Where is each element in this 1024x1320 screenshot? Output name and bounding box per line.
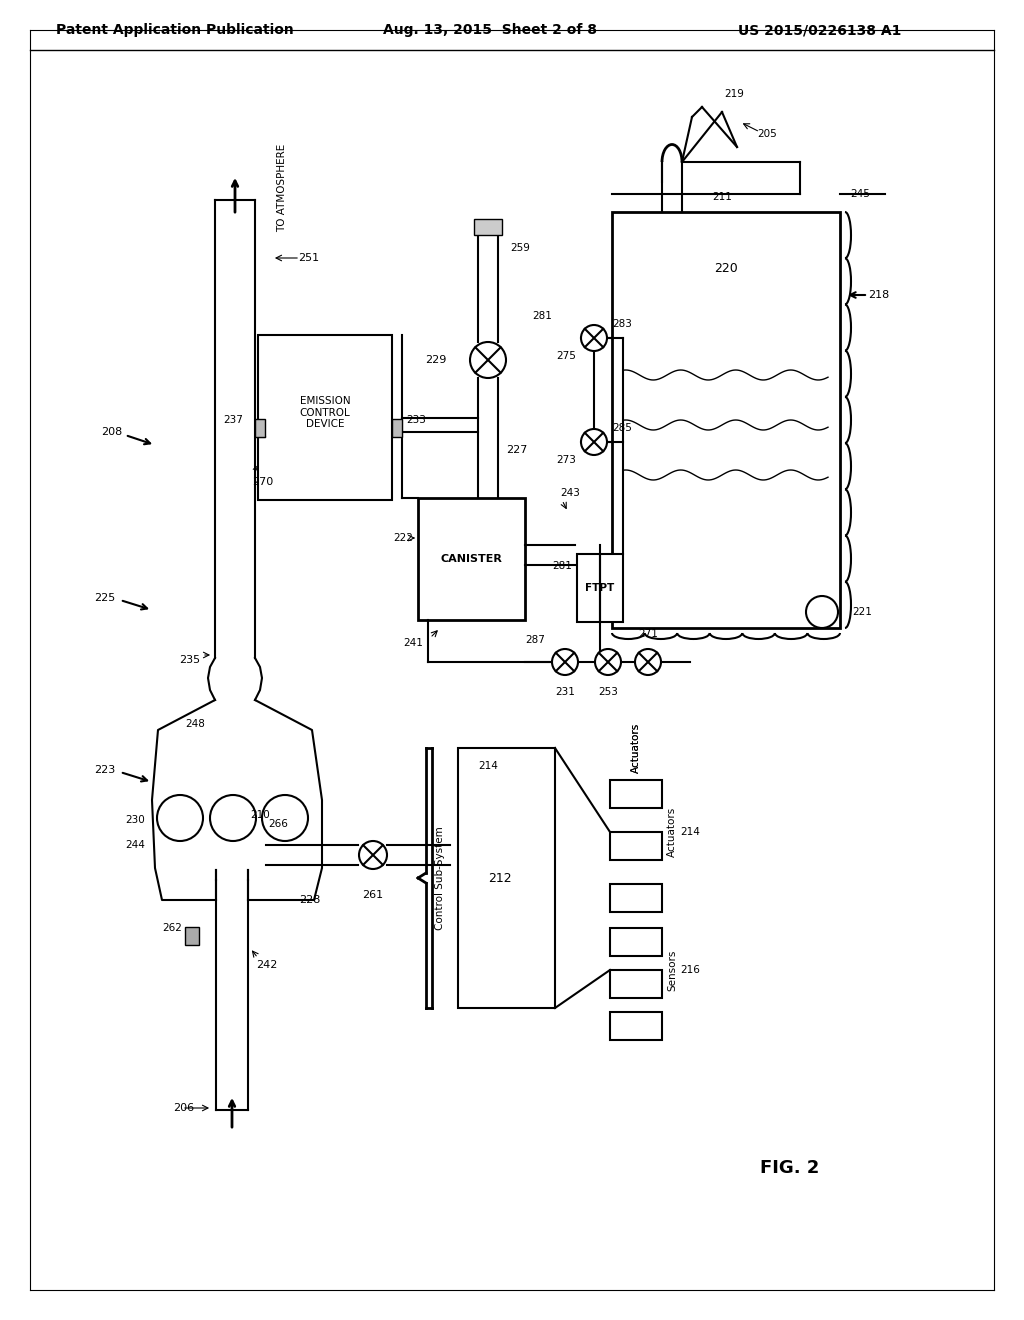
Text: 270: 270 — [252, 477, 273, 487]
Text: 242: 242 — [256, 960, 278, 970]
Text: 218: 218 — [868, 290, 889, 300]
Bar — [255, 418, 265, 437]
Text: US 2015/0226138 A1: US 2015/0226138 A1 — [738, 22, 902, 37]
Bar — [418, 498, 525, 620]
Text: Actuators: Actuators — [631, 723, 641, 774]
Text: 222: 222 — [393, 533, 413, 543]
Text: 244: 244 — [125, 840, 145, 850]
Bar — [610, 780, 662, 808]
Text: 261: 261 — [362, 890, 384, 900]
Text: 219: 219 — [724, 88, 743, 99]
Text: 228: 228 — [299, 895, 321, 906]
Bar — [610, 832, 662, 861]
Text: 216: 216 — [680, 965, 699, 975]
Circle shape — [581, 429, 607, 455]
Text: 231: 231 — [555, 686, 574, 697]
Text: 205: 205 — [757, 129, 777, 139]
Text: Actuators: Actuators — [631, 723, 641, 774]
Text: 235: 235 — [179, 655, 200, 665]
Text: FTPT: FTPT — [586, 583, 614, 593]
Text: 230: 230 — [125, 814, 145, 825]
Bar — [610, 928, 662, 956]
Bar — [610, 1012, 662, 1040]
Bar — [474, 219, 502, 235]
Text: 214: 214 — [478, 762, 498, 771]
Text: 243: 243 — [560, 488, 580, 498]
Text: Control Sub-System: Control Sub-System — [435, 826, 445, 929]
Circle shape — [635, 649, 662, 675]
Bar — [612, 213, 840, 628]
Circle shape — [359, 841, 387, 869]
Text: 227: 227 — [506, 445, 527, 455]
Text: 206: 206 — [173, 1104, 194, 1113]
Text: 251: 251 — [298, 253, 319, 263]
Text: 212: 212 — [488, 871, 512, 884]
Circle shape — [552, 649, 578, 675]
Text: 221: 221 — [852, 607, 871, 616]
Text: 248: 248 — [185, 719, 205, 729]
Text: 237: 237 — [223, 414, 243, 425]
Circle shape — [470, 342, 506, 378]
Text: 241: 241 — [403, 638, 423, 648]
Text: 211: 211 — [712, 191, 732, 202]
Text: FIG. 2: FIG. 2 — [760, 1159, 819, 1177]
Bar — [258, 335, 392, 500]
Text: 273: 273 — [556, 455, 575, 465]
Text: 262: 262 — [162, 923, 182, 933]
Text: 225: 225 — [94, 593, 115, 603]
Text: 220: 220 — [714, 261, 738, 275]
Bar — [185, 927, 199, 945]
Circle shape — [595, 649, 621, 675]
Text: 287: 287 — [525, 635, 545, 645]
Text: 229: 229 — [425, 355, 446, 366]
Text: 223: 223 — [94, 766, 115, 775]
Bar — [577, 554, 623, 622]
Text: 285: 285 — [612, 422, 632, 433]
Bar — [392, 418, 402, 437]
Text: 266: 266 — [268, 818, 288, 829]
Text: 283: 283 — [612, 319, 632, 329]
Bar — [458, 748, 555, 1008]
Bar — [610, 970, 662, 998]
Text: 259: 259 — [510, 243, 529, 253]
Text: 210: 210 — [250, 810, 270, 820]
Text: 233: 233 — [406, 414, 426, 425]
Circle shape — [581, 325, 607, 351]
Text: 253: 253 — [598, 686, 617, 697]
Text: EMISSION
CONTROL
DEVICE: EMISSION CONTROL DEVICE — [300, 396, 350, 429]
Text: 208: 208 — [100, 426, 122, 437]
Bar — [610, 884, 662, 912]
Text: 271: 271 — [638, 630, 658, 639]
Text: TO ATMOSPHERE: TO ATMOSPHERE — [278, 144, 287, 232]
Text: 275: 275 — [556, 351, 575, 360]
Text: Actuators: Actuators — [667, 807, 677, 857]
Text: 245: 245 — [850, 189, 869, 199]
Text: Sensors: Sensors — [667, 949, 677, 991]
Text: 214: 214 — [680, 828, 699, 837]
Text: Patent Application Publication: Patent Application Publication — [56, 22, 294, 37]
Text: Aug. 13, 2015  Sheet 2 of 8: Aug. 13, 2015 Sheet 2 of 8 — [383, 22, 597, 37]
Text: CANISTER: CANISTER — [440, 554, 503, 564]
Text: 281: 281 — [552, 561, 572, 572]
Text: 281: 281 — [532, 312, 552, 321]
